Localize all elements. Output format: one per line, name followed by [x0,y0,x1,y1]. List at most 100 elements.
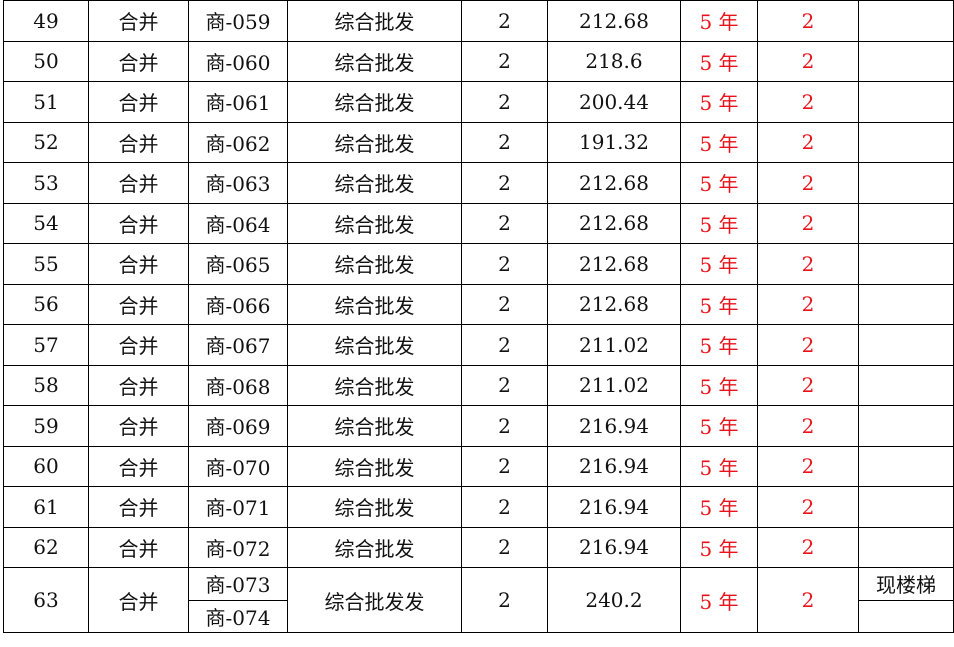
type-cell: 合并 [88,0,189,42]
area-cell: 211.02 [547,364,681,406]
usage-cell: 综合批发 [287,121,462,163]
shop-code-cell: 商-070 [188,445,288,487]
count-cell: 2 [757,324,859,366]
shop-code-cell: 商-068 [188,364,288,406]
area-cell: 212.68 [547,283,681,325]
shop-code-cell: 商-059 [188,0,288,42]
count-cell: 2 [757,526,859,568]
remark-cell [858,81,954,123]
row-number-cell: 58 [3,364,89,406]
usage-cell: 综合批发 [287,486,462,528]
area-cell: 216.94 [547,405,681,447]
remark-cell [858,283,954,325]
remark-cell [858,0,954,42]
type-cell: 合并 [88,486,189,528]
floor-cell: 2 [461,202,548,244]
usage-cell: 综合批发 [287,526,462,568]
table-subrow: 商-074 [4,599,954,633]
floor-cell: 2 [461,445,548,487]
term-cell: 5 年 [680,202,758,244]
floor-cell: 2 [461,526,548,568]
shop-code-cell: 商-067 [188,324,288,366]
type-cell: 合并 [88,202,189,244]
row-number-cell: 63 [3,567,89,633]
type-cell: 合并 [88,324,189,366]
type-cell: 合并 [88,162,189,204]
count-cell: 2 [757,81,859,123]
row-number-cell: 57 [3,324,89,366]
table-row: 63 合并 商-073 综合批发发 2 240.2 5 年 2 现楼梯 [3,567,954,633]
term-cell: 5 年 [680,324,758,366]
count-cell: 2 [757,0,859,42]
remark-cell [858,243,954,285]
row-number-cell: 54 [3,202,89,244]
usage-cell: 综合批发 [287,81,462,123]
area-cell: 218.6 [547,40,681,82]
shop-code-cell: 商-073 [188,567,288,601]
type-cell: 合并 [88,283,189,325]
term-cell: 5 年 [680,283,758,325]
shop-code-cell: 商-069 [188,405,288,447]
type-cell: 合并 [88,405,189,447]
count-cell: 2 [757,486,859,528]
term-cell: 5 年 [680,81,758,123]
type-cell: 合并 [88,364,189,406]
remark-cell [858,405,954,447]
count-cell: 2 [757,567,859,633]
type-cell: 合并 [88,81,189,123]
row-number-cell: 60 [3,445,89,487]
shop-code-cell: 商-072 [188,526,288,568]
area-cell: 211.02 [547,324,681,366]
term-cell: 5 年 [680,162,758,204]
area-cell: 216.94 [547,486,681,528]
remark-cell: 现楼梯 [858,567,954,601]
usage-cell: 综合批发 [287,405,462,447]
row-number-cell: 61 [3,486,89,528]
term-cell: 5 年 [680,526,758,568]
usage-cell: 综合批发 [287,40,462,82]
remark-cell [858,202,954,244]
remark-cell [858,40,954,82]
term-cell: 5 年 [680,121,758,163]
area-cell: 212.68 [547,202,681,244]
remark-cell [858,121,954,163]
row-number-cell: 49 [3,0,89,42]
shop-code-cell: 商-071 [188,486,288,528]
term-cell: 5 年 [680,405,758,447]
row-number-cell: 55 [3,243,89,285]
floor-cell: 2 [461,486,548,528]
remark-cell [858,445,954,487]
remark-cell [858,486,954,528]
shop-code-cell: 商-066 [188,283,288,325]
row-number-cell: 62 [3,526,89,568]
count-cell: 2 [757,405,859,447]
shop-code-cell: 商-064 [188,202,288,244]
floor-cell: 2 [461,567,548,633]
type-cell: 合并 [88,243,189,285]
type-cell: 合并 [88,445,189,487]
usage-cell: 综合批发 [287,324,462,366]
row-number-cell: 52 [3,121,89,163]
count-cell: 2 [757,40,859,82]
count-cell: 2 [757,243,859,285]
usage-cell: 综合批发发 [287,567,462,633]
shop-code-cell: 商-063 [188,162,288,204]
term-cell: 5 年 [680,445,758,487]
shop-code-cell: 商-062 [188,121,288,163]
usage-cell: 综合批发 [287,283,462,325]
term-cell: 5 年 [680,243,758,285]
count-cell: 2 [757,445,859,487]
floor-cell: 2 [461,405,548,447]
usage-cell: 综合批发 [287,202,462,244]
